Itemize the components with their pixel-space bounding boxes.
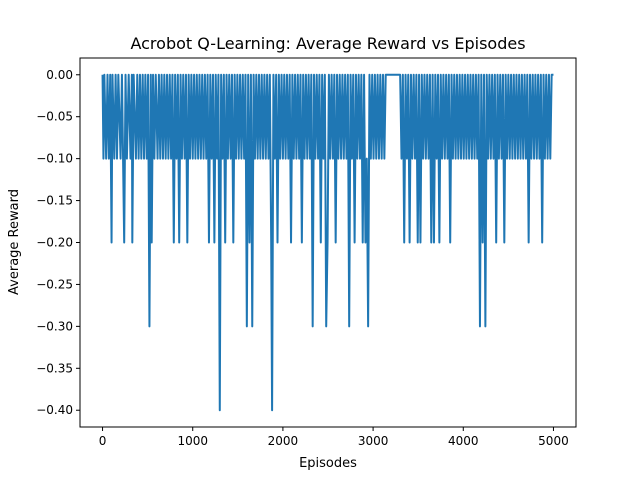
y-tick-label: −0.40 [36, 403, 73, 417]
y-tick-label: −0.35 [36, 361, 73, 375]
y-tick-label: −0.10 [36, 152, 73, 166]
x-tick-label: 5000 [538, 434, 569, 448]
x-tick-label: 0 [99, 434, 107, 448]
chart-title: Acrobot Q-Learning: Average Reward vs Ep… [130, 34, 525, 53]
x-axis-label: Episodes [299, 456, 357, 471]
x-tick-label: 4000 [448, 434, 479, 448]
plot-area [101, 73, 554, 412]
y-axis-label: Average Reward [7, 189, 22, 295]
y-tick-label: −0.15 [36, 194, 73, 208]
x-tick-label: 1000 [177, 434, 208, 448]
x-tick-label: 2000 [268, 434, 299, 448]
y-tick-label: −0.30 [36, 319, 73, 333]
y-tick-label: −0.20 [36, 236, 73, 250]
y-tick-label: −0.25 [36, 277, 73, 291]
axes: 0 1000 2000 3000 4000 5000 0.00 −0.05 −0.10 −0.15… [36, 57, 577, 448]
y-tick-label: −0.05 [36, 110, 73, 124]
y-tick-label: 0.00 [46, 68, 73, 82]
series-line-0 [101, 73, 554, 412]
x-tick-label: 3000 [358, 434, 389, 448]
